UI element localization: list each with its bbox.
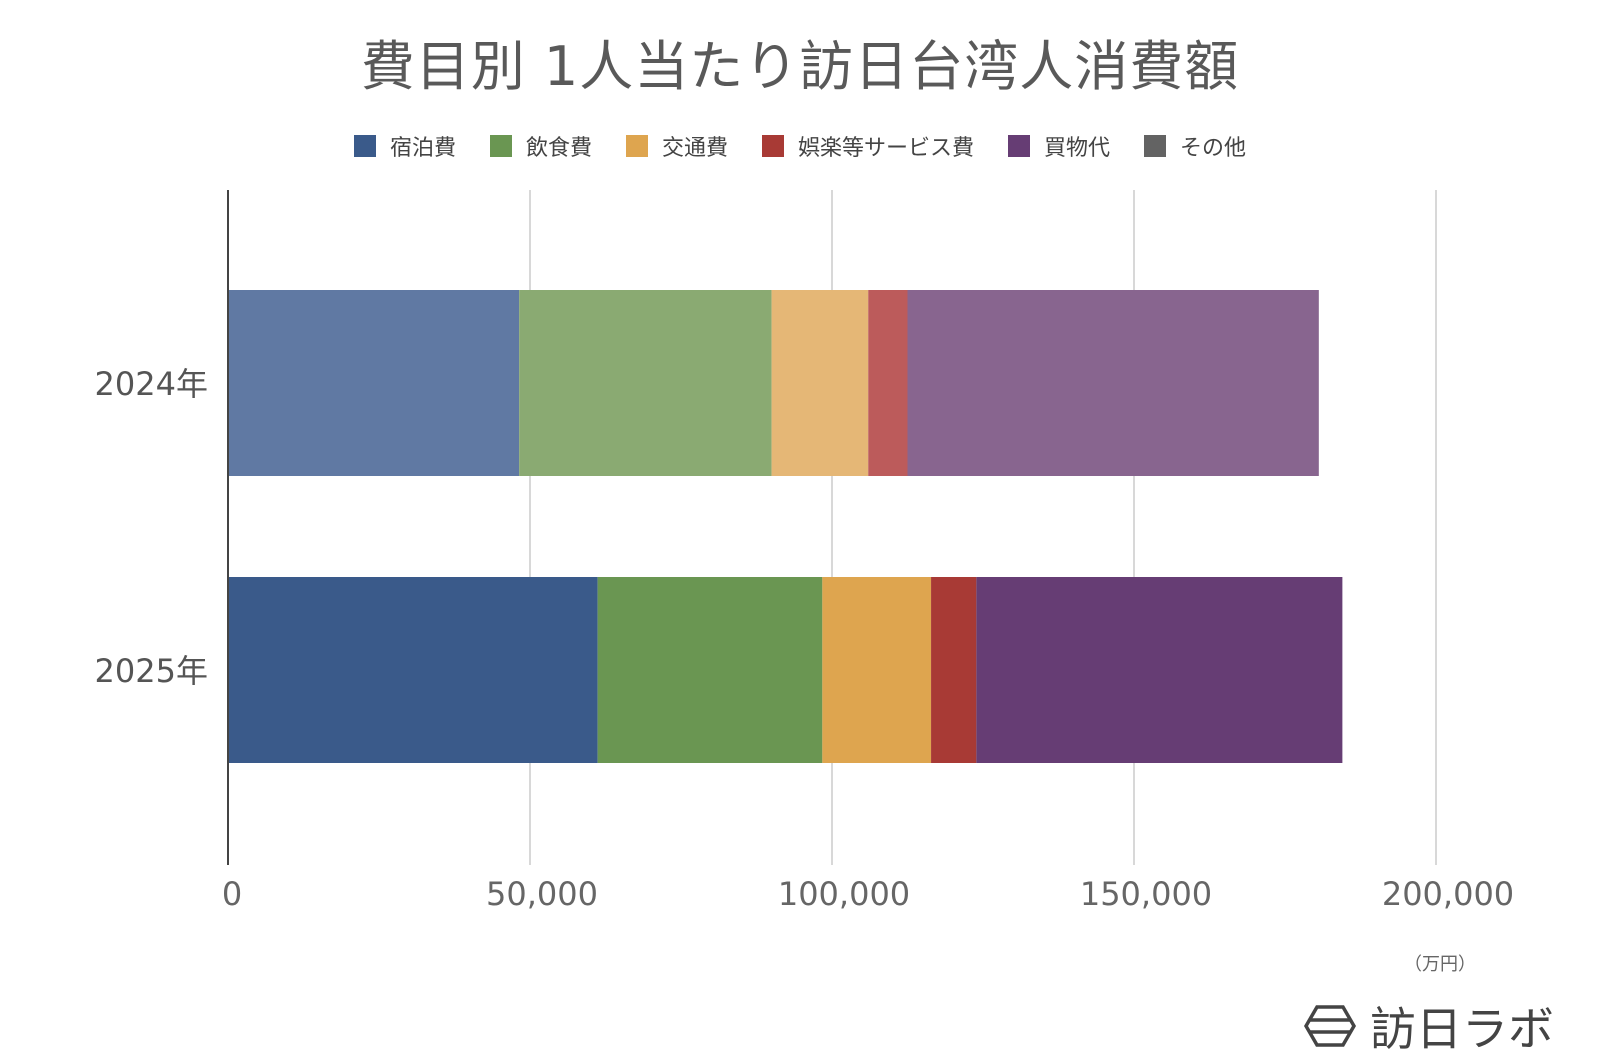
x-tick-label: 150,000 bbox=[1080, 875, 1212, 913]
bar-segment bbox=[771, 290, 869, 476]
x-tick-label: 200,000 bbox=[1382, 875, 1514, 913]
brand-name: 訪日ラボ bbox=[1370, 1002, 1554, 1056]
legend-item: 娯楽等サービス費 bbox=[762, 130, 974, 162]
bar-segment bbox=[597, 577, 823, 763]
category-label: 2024年 bbox=[95, 365, 208, 403]
chart-title: 費目別 1人当たり訪日台湾人消費額 bbox=[360, 35, 1240, 98]
bar-segment bbox=[868, 290, 908, 476]
legend-item: 宿泊費 bbox=[353, 130, 456, 162]
legend: 宿泊費 飲食費 交通費 娯楽等サービス費 買物代 その他 bbox=[0, 130, 1600, 162]
legend-item: その他 bbox=[1144, 130, 1246, 162]
x-tick-label: 0 bbox=[222, 875, 242, 913]
x-tick-label: 50,000 bbox=[486, 875, 598, 913]
category-label: 2025年 bbox=[95, 652, 208, 690]
bar-segment bbox=[228, 577, 598, 763]
bars bbox=[228, 290, 1343, 763]
legend-label: その他 bbox=[1180, 136, 1247, 161]
legend-swatch bbox=[1144, 135, 1167, 157]
x-tick-label: 100,000 bbox=[778, 875, 910, 913]
x-axis-unit: （万円） bbox=[1404, 954, 1476, 975]
legend-swatch bbox=[353, 135, 376, 157]
legend-swatch bbox=[1008, 135, 1031, 157]
legend-item: 交通費 bbox=[625, 130, 728, 162]
bar-segment bbox=[822, 577, 932, 763]
brand: 訪日ラボ bbox=[1304, 993, 1554, 1059]
bar-segment bbox=[228, 290, 520, 476]
legend-label: 娯楽等サービス費 bbox=[798, 136, 975, 161]
legend-item: 買物代 bbox=[1008, 130, 1110, 162]
bar-segment bbox=[907, 290, 1319, 476]
legend-label: 交通費 bbox=[661, 136, 728, 161]
x-tick-labels: 0 50,000 100,000 150,000 200,000 bbox=[222, 875, 1514, 913]
bar-segment bbox=[931, 577, 977, 763]
legend-label: 宿泊費 bbox=[389, 136, 456, 161]
legend-swatch bbox=[762, 135, 784, 157]
bar-segment bbox=[976, 577, 1343, 763]
category-labels: 2024年 2025年 bbox=[95, 365, 208, 690]
legend-label: 買物代 bbox=[1044, 136, 1111, 161]
bar-segment bbox=[519, 290, 772, 476]
legend-label: 飲食費 bbox=[525, 136, 592, 161]
legend-swatch bbox=[625, 135, 648, 157]
legend-swatch bbox=[489, 135, 512, 157]
hexagon-logo-icon bbox=[1304, 1005, 1356, 1047]
legend-item: 飲食費 bbox=[489, 130, 592, 162]
